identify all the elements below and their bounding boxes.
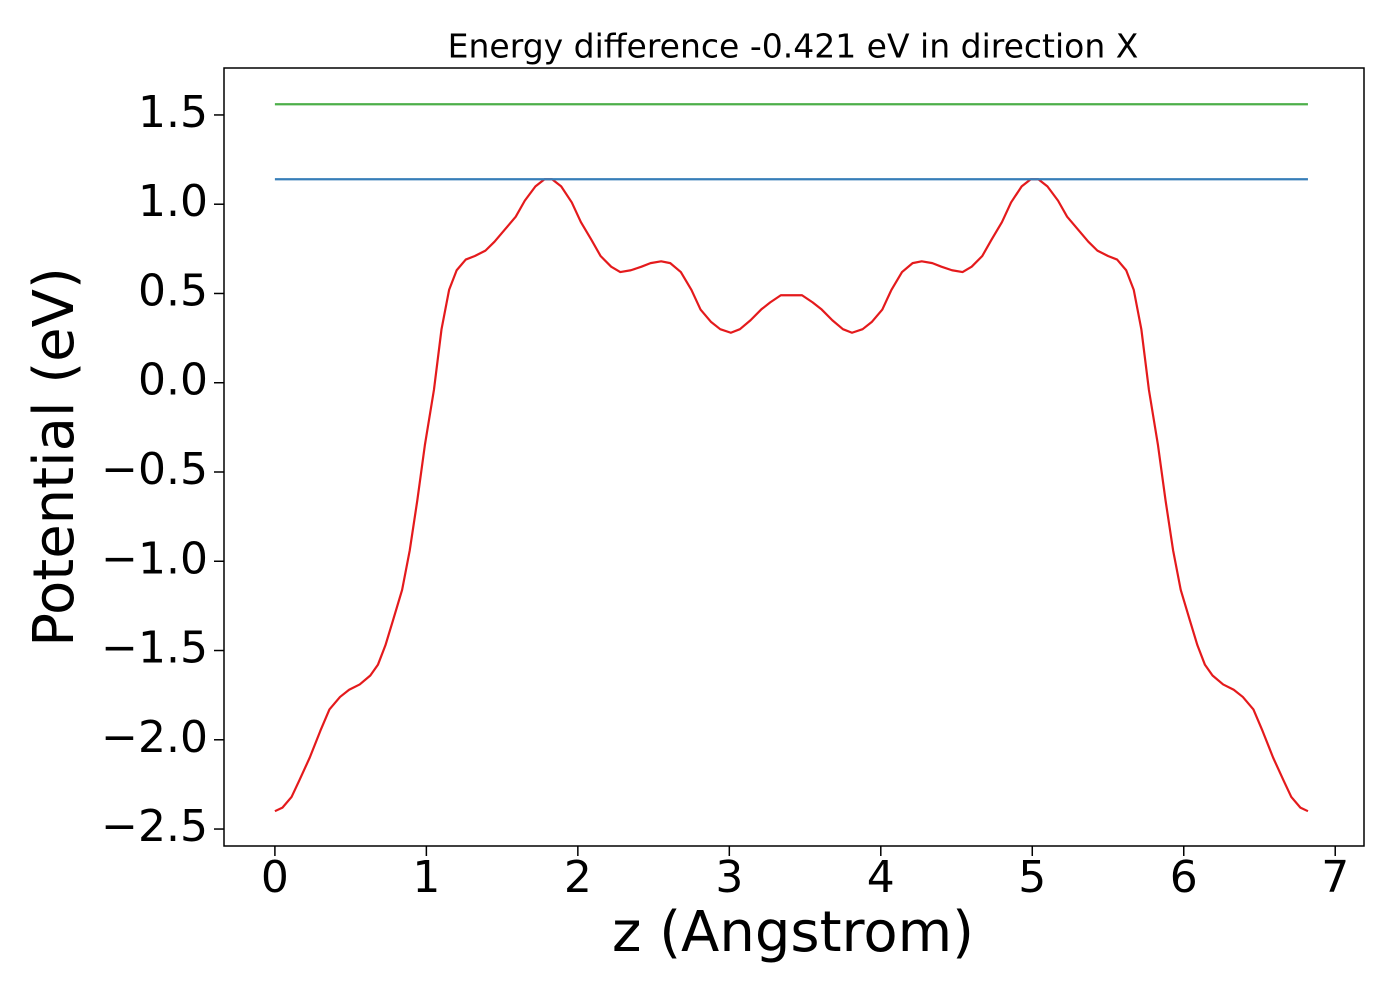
chart-title: Energy difference -0.421 eV in direction…: [448, 27, 1139, 66]
x-tick-label: 1: [412, 852, 440, 903]
y-tick-label: −2.5: [101, 801, 208, 852]
x-tick-label: 0: [261, 852, 289, 903]
y-tick-label: 1.5: [138, 87, 208, 138]
x-tick-label: 2: [564, 852, 592, 903]
y-axis-label: Potential (eV): [22, 267, 87, 647]
x-tick-label: 3: [715, 852, 743, 903]
y-tick-label: −0.5: [101, 444, 208, 495]
y-tick-label: 0.5: [138, 265, 208, 316]
y-tick-label: −1.0: [101, 533, 208, 584]
y-tick-label: −1.5: [101, 623, 208, 674]
plot-frame: [223, 67, 1365, 847]
y-tick-label: 1.0: [138, 176, 208, 227]
x-tick-label: 5: [1018, 852, 1046, 903]
data-line: [274, 178, 1309, 813]
y-tick-label: −2.0: [101, 712, 208, 763]
x-axis-label: z (Angstrom): [612, 900, 974, 965]
x-tick-label: 7: [1321, 852, 1349, 903]
x-tick-label: 6: [1170, 852, 1198, 903]
y-tick-label: 0.0: [138, 355, 208, 406]
x-tick-label: 4: [867, 852, 895, 903]
